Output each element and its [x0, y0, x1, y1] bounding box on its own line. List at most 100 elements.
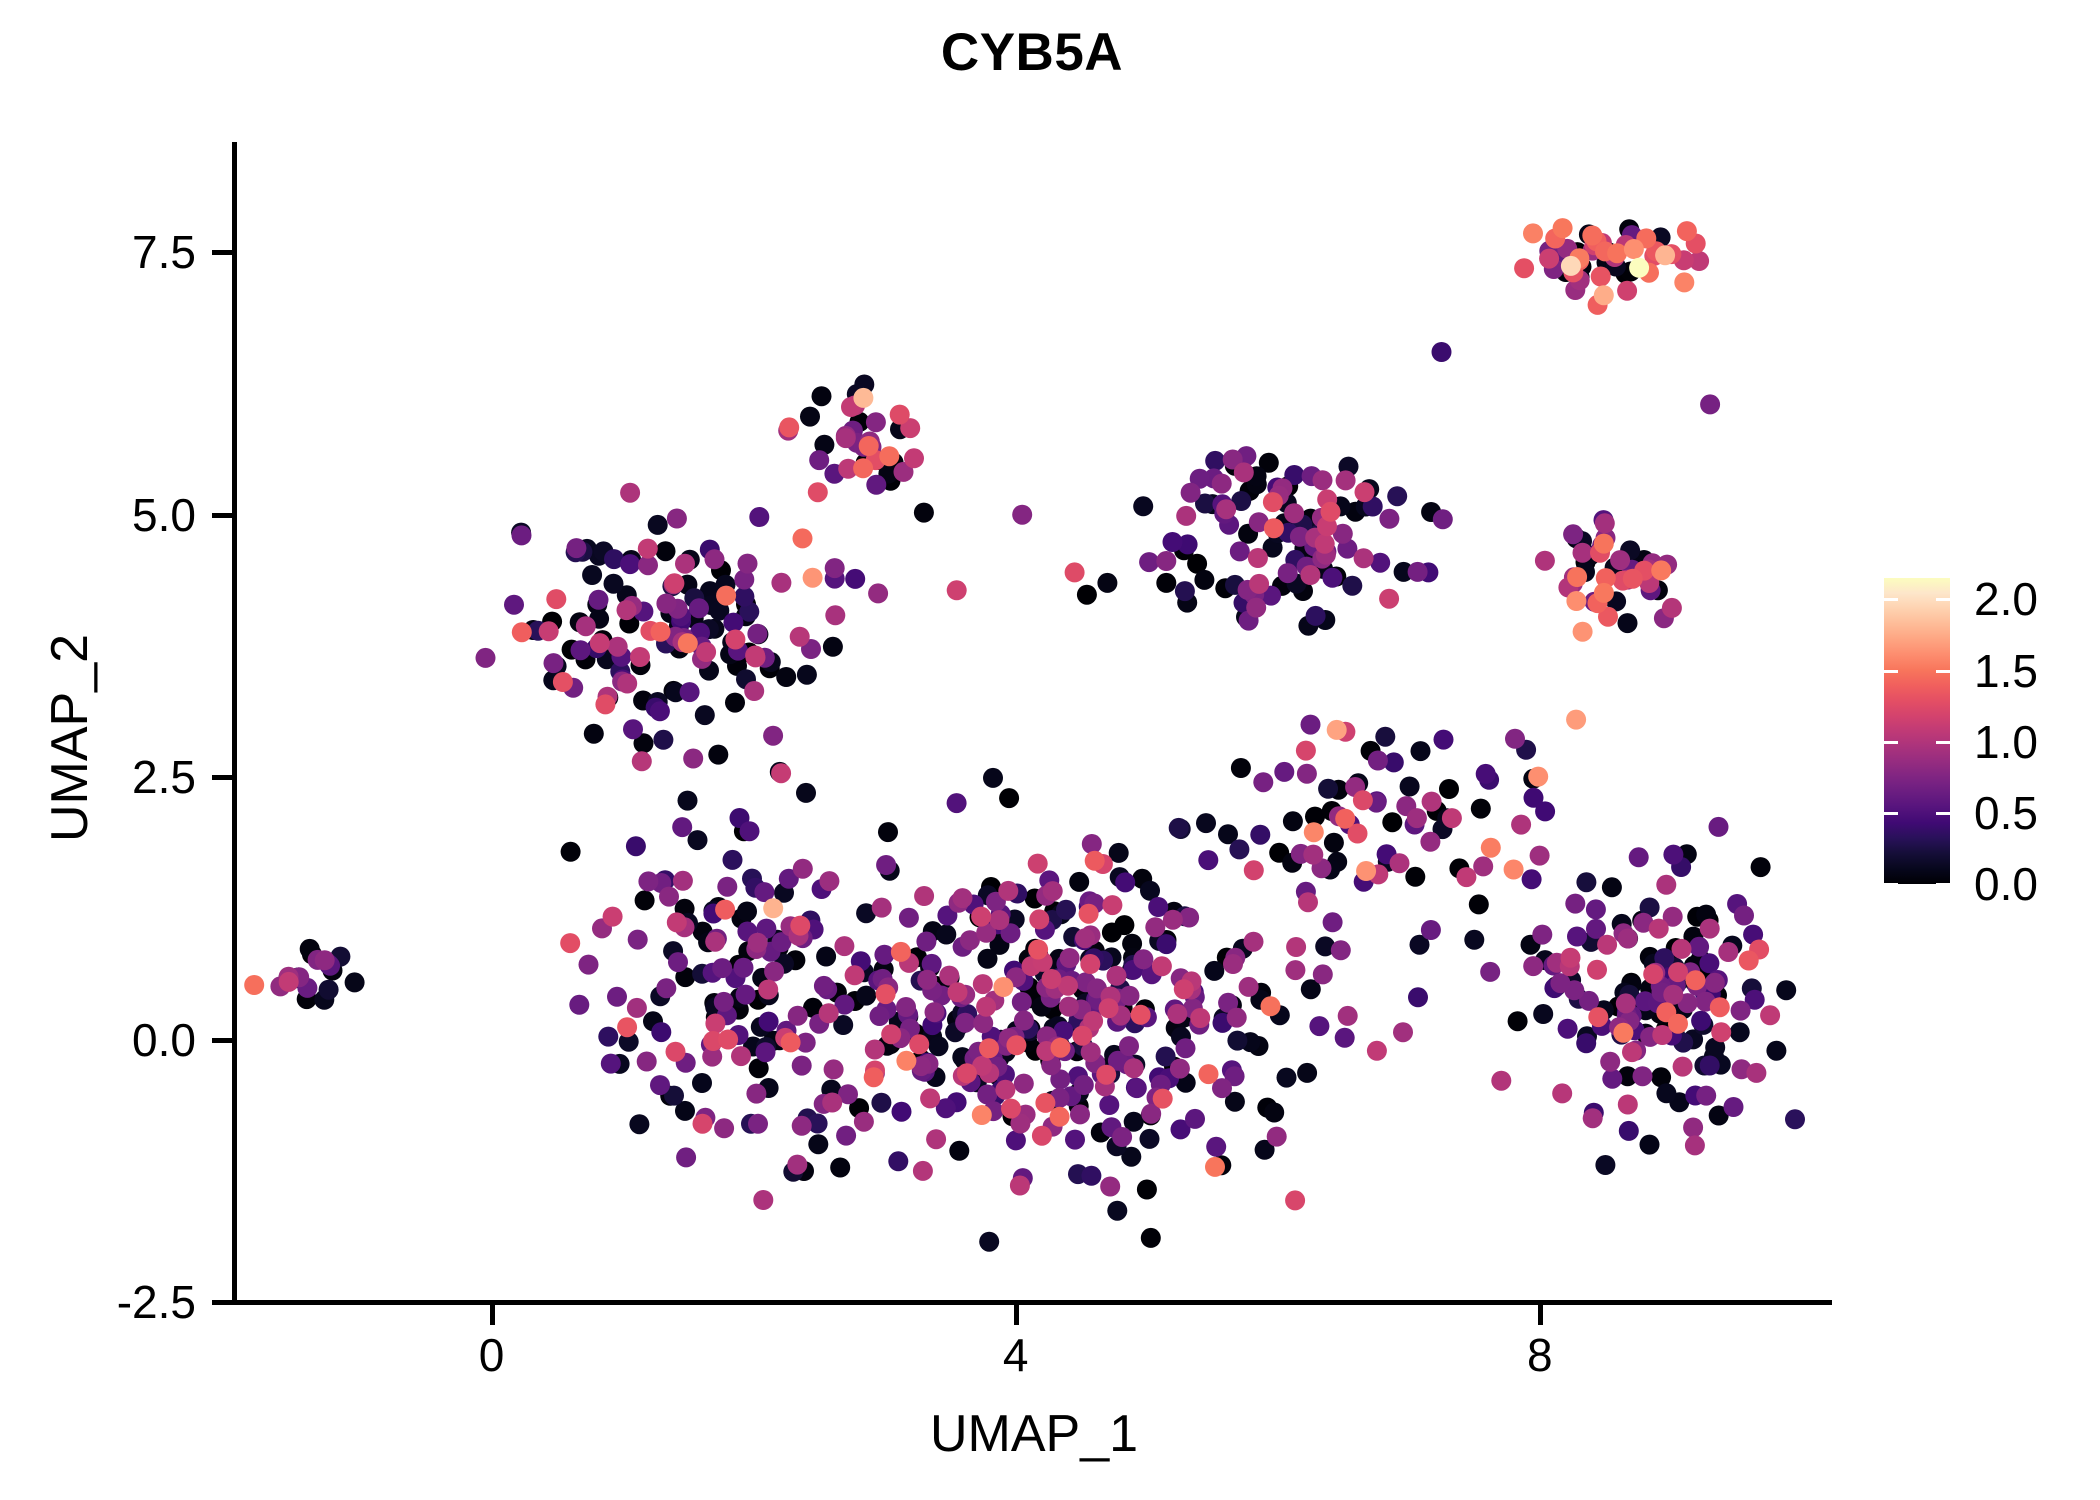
scatter-point — [1140, 880, 1160, 901]
scatter-point — [1406, 808, 1427, 829]
scatter-point — [795, 1032, 816, 1053]
scatter-point — [675, 967, 696, 988]
scatter-point — [676, 1147, 697, 1168]
colorbar-label: 1.5 — [1974, 644, 2038, 697]
scatter-point — [1600, 1051, 1621, 1072]
scatter-point — [898, 907, 919, 928]
scatter-point — [1480, 961, 1501, 982]
scatter-point — [638, 871, 659, 892]
scatter-point — [1260, 996, 1281, 1017]
scatter-point — [1198, 850, 1219, 871]
scatter-point — [1746, 1062, 1767, 1083]
scatter-point — [1593, 285, 1614, 306]
scatter-point — [879, 446, 900, 467]
scatter-point — [1656, 874, 1677, 895]
colorbar-tick-mark — [1884, 883, 1898, 886]
scatter-point — [1729, 1022, 1750, 1043]
scatter-point — [875, 984, 896, 1005]
scatter-point — [1480, 837, 1501, 858]
scatter-point — [1613, 1022, 1634, 1043]
scatter-point — [1595, 568, 1616, 589]
scatter-point — [1705, 1037, 1726, 1058]
scatter-point — [1233, 462, 1254, 483]
scatter-point — [570, 640, 591, 661]
scatter-point — [952, 888, 973, 909]
scatter-point — [1389, 853, 1410, 874]
scatter-point — [1145, 917, 1166, 938]
colorbar-tick-mark — [1936, 883, 1950, 886]
scatter-point — [909, 1034, 930, 1055]
scatter-point — [1322, 567, 1343, 588]
scatter-point — [1000, 923, 1021, 944]
scatter-point — [1594, 513, 1615, 534]
scatter-point — [739, 601, 760, 622]
scatter-point — [836, 1125, 857, 1146]
scatter-point — [1155, 1046, 1176, 1067]
scatter-point — [1298, 892, 1318, 913]
scatter-point — [1685, 970, 1706, 991]
scatter-point — [838, 458, 859, 479]
colorbar-tick-mark — [1936, 740, 1950, 744]
scatter-point — [1300, 979, 1321, 1000]
scatter-point — [1282, 811, 1303, 832]
scatter-point — [629, 1114, 650, 1135]
scatter-point — [1473, 856, 1494, 877]
scatter-point — [776, 667, 797, 687]
scatter-point — [787, 1005, 808, 1026]
scatter-point — [511, 525, 532, 546]
scatter-point — [1399, 776, 1420, 797]
scatter-point — [1337, 1005, 1358, 1026]
scatter-point — [704, 549, 725, 570]
scatter-point — [655, 541, 676, 562]
scatter-point — [1216, 499, 1237, 520]
y-tick-label: 7.5 — [132, 226, 196, 279]
scatter-point — [1651, 560, 1672, 581]
scatter-point — [672, 817, 693, 838]
scatter-point — [705, 931, 726, 952]
scatter-point — [995, 1079, 1016, 1100]
scatter-point — [1162, 532, 1183, 552]
scatter-point — [807, 1113, 828, 1134]
scatter-point — [928, 1036, 949, 1057]
colorbar-label: 0.5 — [1974, 786, 2038, 839]
scatter-point — [748, 1113, 768, 1134]
scatter-point — [858, 436, 879, 456]
scatter-point — [825, 605, 846, 626]
scatter-point — [1187, 553, 1208, 574]
scatter-point — [1576, 872, 1597, 893]
scatter-point — [1750, 857, 1771, 878]
scatter-point — [1760, 1005, 1781, 1026]
scatter-point — [1006, 1035, 1027, 1056]
scatter-point — [314, 950, 335, 971]
scatter-point — [771, 572, 792, 593]
scatter-point — [1352, 790, 1373, 811]
scatter-point — [1076, 584, 1097, 605]
scatter-point — [1629, 257, 1650, 278]
scatter-point — [989, 910, 1010, 930]
scatter-point — [998, 880, 1019, 901]
scatter-point — [1072, 1025, 1093, 1046]
scatter-point — [1511, 814, 1532, 835]
scatter-point — [816, 946, 837, 967]
scatter-point — [1579, 990, 1599, 1011]
scatter-point — [618, 1031, 639, 1052]
scatter-point — [1263, 518, 1284, 539]
scatter-point — [1421, 791, 1442, 812]
scatter-point — [1539, 248, 1560, 269]
scatter-point — [543, 653, 564, 674]
scatter-point — [792, 528, 813, 549]
scatter-point — [1661, 597, 1682, 618]
scatter-point — [1523, 223, 1543, 244]
scatter-point — [869, 1006, 890, 1026]
scatter-point — [735, 984, 756, 1005]
scatter-point — [607, 636, 628, 657]
scatter-point — [833, 1015, 854, 1035]
scatter-point — [1123, 1058, 1144, 1079]
scatter-point — [702, 1046, 723, 1067]
y-tick-mark — [212, 775, 232, 781]
scatter-point — [1266, 1126, 1287, 1147]
scatter-point — [1123, 1111, 1144, 1132]
scatter-point — [946, 580, 967, 601]
scatter-point — [687, 830, 708, 851]
scatter-point — [1439, 779, 1459, 799]
